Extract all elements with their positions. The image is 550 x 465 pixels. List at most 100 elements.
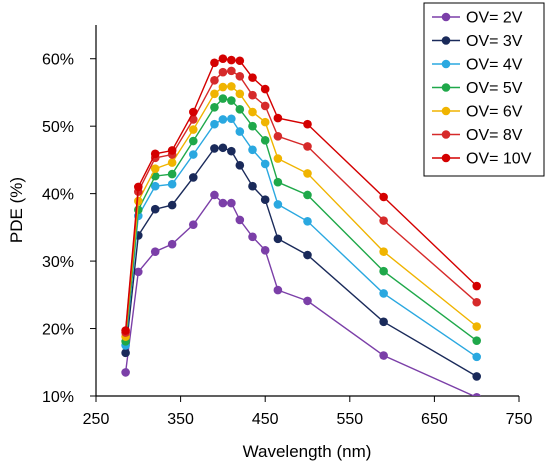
y-tick-label: 50% bbox=[42, 119, 74, 136]
x-tick-label: 550 bbox=[336, 411, 363, 428]
data-point bbox=[235, 71, 245, 81]
x-tick-label: 250 bbox=[83, 411, 110, 428]
data-point bbox=[379, 216, 388, 225]
legend-label: OV= 3V bbox=[466, 33, 523, 50]
data-point bbox=[218, 82, 228, 92]
data-point bbox=[260, 84, 270, 94]
x-tick-label: 750 bbox=[506, 411, 533, 428]
data-point bbox=[218, 198, 228, 208]
series-line bbox=[124, 147, 478, 378]
data-point bbox=[210, 76, 219, 85]
data-point bbox=[260, 159, 270, 169]
data-point bbox=[379, 289, 388, 298]
data-point bbox=[121, 368, 130, 377]
data-point bbox=[248, 121, 257, 131]
data-point bbox=[218, 143, 228, 153]
legend-marker bbox=[441, 83, 451, 92]
data-point bbox=[273, 234, 283, 244]
data-point bbox=[379, 317, 388, 327]
data-point bbox=[188, 173, 198, 182]
data-point bbox=[150, 164, 160, 173]
data-point bbox=[188, 136, 198, 146]
legend-label: OV= 8V bbox=[466, 127, 523, 144]
data-point bbox=[379, 266, 388, 276]
data-point bbox=[167, 169, 177, 179]
data-point bbox=[210, 102, 219, 112]
data-point bbox=[273, 154, 283, 163]
data-point bbox=[235, 127, 245, 136]
data-point bbox=[210, 58, 219, 68]
legend-marker bbox=[441, 130, 451, 139]
data-point bbox=[227, 55, 236, 65]
y-axis-title: PDE (%) bbox=[7, 177, 26, 243]
x-ticks: 250 350 450 550 650 750 bbox=[83, 396, 533, 428]
data-point bbox=[248, 107, 257, 117]
data-point bbox=[260, 245, 270, 255]
legend-marker bbox=[441, 36, 451, 45]
data-point bbox=[210, 190, 219, 200]
legend-label: OV= 2V bbox=[466, 10, 523, 27]
series-2 bbox=[121, 114, 482, 362]
data-point bbox=[227, 146, 236, 156]
data-point bbox=[167, 200, 177, 210]
data-point bbox=[379, 247, 388, 256]
data-point bbox=[379, 192, 388, 202]
data-point bbox=[235, 105, 245, 114]
data-point bbox=[210, 119, 219, 129]
data-point bbox=[150, 247, 160, 256]
data-point bbox=[379, 351, 388, 360]
data-point bbox=[218, 115, 228, 124]
data-point bbox=[167, 158, 177, 167]
series-6 bbox=[121, 54, 482, 335]
axes bbox=[95, 25, 519, 397]
data-point bbox=[227, 82, 236, 91]
data-point bbox=[121, 326, 130, 335]
data-point bbox=[167, 179, 177, 189]
data-point bbox=[472, 297, 482, 307]
x-tick-label: 450 bbox=[252, 411, 279, 428]
legend-label: OV= 6V bbox=[466, 104, 523, 121]
legend-marker bbox=[441, 153, 451, 163]
data-point bbox=[260, 101, 270, 111]
data-point bbox=[472, 393, 481, 396]
series-0 bbox=[121, 190, 481, 396]
data-point bbox=[303, 142, 312, 151]
data-point bbox=[188, 150, 198, 159]
data-point bbox=[260, 136, 270, 145]
data-point bbox=[472, 281, 482, 291]
data-point bbox=[218, 67, 228, 77]
y-tick-label: 30% bbox=[42, 254, 74, 271]
data-point bbox=[150, 204, 160, 214]
data-point bbox=[167, 146, 177, 155]
x-axis-title: Wavelength (nm) bbox=[243, 442, 372, 461]
data-point bbox=[210, 144, 219, 153]
data-point bbox=[260, 117, 270, 127]
data-point bbox=[472, 372, 482, 381]
data-point bbox=[472, 336, 482, 345]
data-point bbox=[303, 250, 312, 260]
legend-marker bbox=[441, 106, 451, 116]
data-point bbox=[150, 181, 160, 191]
series-layer bbox=[121, 54, 482, 396]
series-1 bbox=[121, 143, 482, 381]
y-tick-label: 40% bbox=[42, 187, 74, 204]
legend: OV= 2V OV= 3V OV= 4V OV= 5V OV= 6V OV= 8V OV= … bbox=[423, 2, 545, 177]
data-point bbox=[167, 239, 177, 249]
legend-label: OV= 4V bbox=[466, 57, 523, 74]
data-point bbox=[273, 113, 283, 123]
data-point bbox=[303, 169, 312, 178]
data-point bbox=[472, 322, 482, 331]
data-point bbox=[188, 220, 198, 229]
data-point bbox=[303, 296, 312, 306]
data-point bbox=[235, 89, 245, 99]
data-point bbox=[188, 125, 198, 134]
data-point bbox=[260, 195, 270, 205]
y-tick-label: 60% bbox=[42, 52, 74, 69]
legend-label: OV= 5V bbox=[466, 80, 523, 97]
data-point bbox=[472, 352, 482, 362]
data-point bbox=[227, 96, 236, 105]
data-point bbox=[303, 119, 312, 129]
data-point bbox=[134, 267, 143, 277]
data-point bbox=[303, 216, 312, 226]
data-point bbox=[273, 177, 283, 187]
